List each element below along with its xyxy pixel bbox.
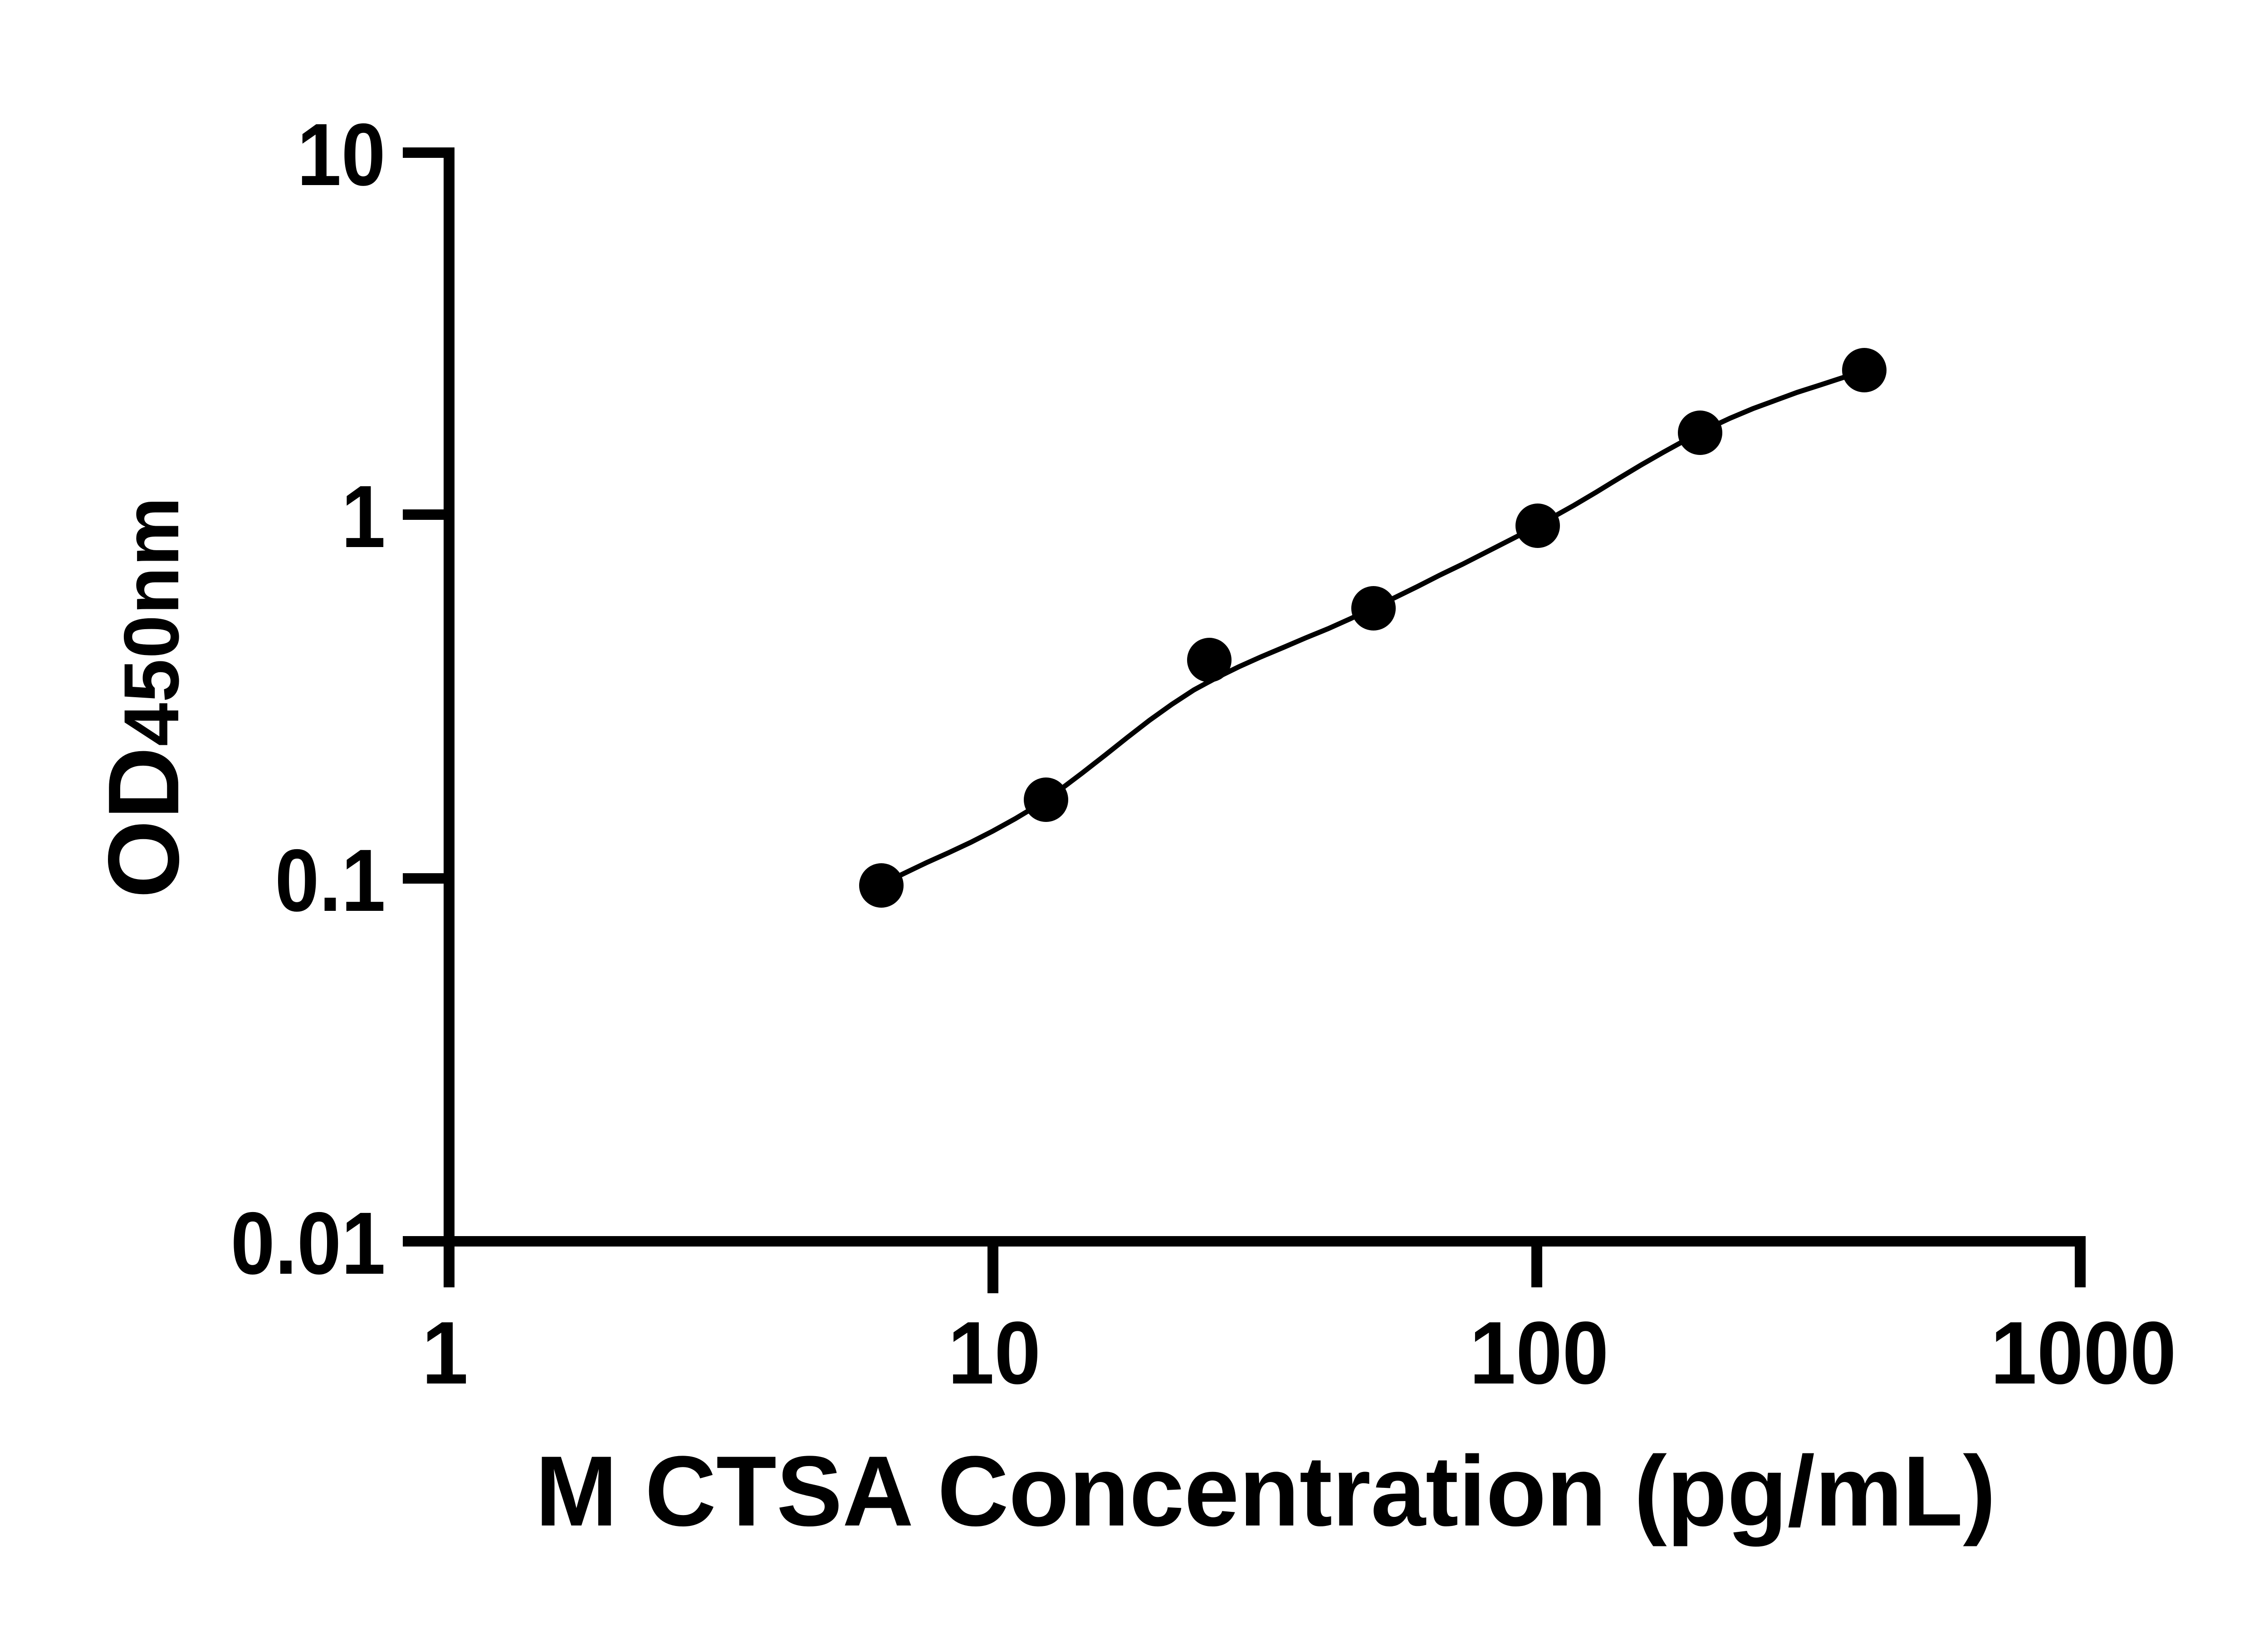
svg-text:1000: 1000 bbox=[1990, 1304, 2176, 1403]
svg-text:10: 10 bbox=[948, 1304, 1041, 1403]
svg-text:0.1: 0.1 bbox=[275, 831, 386, 930]
svg-text:10: 10 bbox=[297, 105, 386, 204]
svg-text:1: 1 bbox=[341, 467, 386, 566]
svg-text:0.01: 0.01 bbox=[230, 1194, 386, 1293]
svg-text:M CTSA Concentration (pg/mL): M CTSA Concentration (pg/mL) bbox=[535, 1435, 1996, 1547]
svg-text:OD450nm: OD450nm bbox=[88, 497, 200, 899]
svg-text:100: 100 bbox=[1469, 1304, 1608, 1403]
svg-text:1: 1 bbox=[422, 1304, 468, 1403]
